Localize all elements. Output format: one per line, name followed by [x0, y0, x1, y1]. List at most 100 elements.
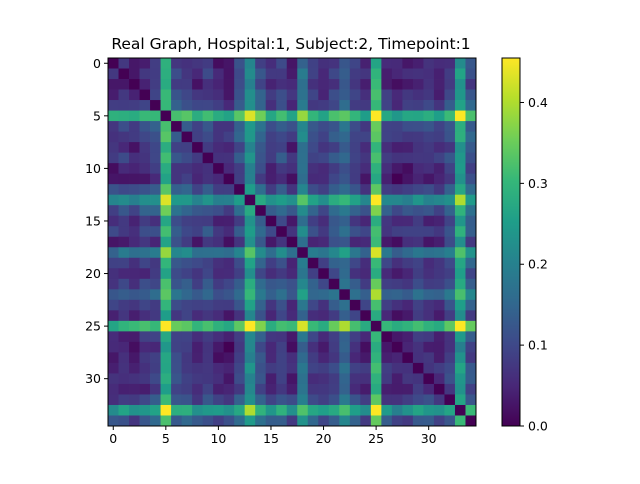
heatmap-cell — [307, 299, 319, 311]
heatmap-cell — [181, 415, 193, 427]
heatmap-cell — [192, 110, 204, 122]
heatmap-cell — [276, 110, 288, 122]
heatmap-cell — [244, 152, 256, 164]
heatmap-cell — [223, 121, 235, 132]
heatmap-cell — [244, 163, 256, 175]
heatmap-cell — [391, 58, 403, 69]
heatmap-cell — [328, 194, 340, 206]
heatmap-cell — [118, 257, 130, 269]
heatmap-cell — [139, 268, 151, 280]
heatmap-cell — [349, 226, 361, 238]
heatmap-cell — [328, 205, 340, 217]
heatmap-cell — [339, 247, 351, 259]
heatmap-cell — [433, 289, 445, 301]
heatmap-cell — [349, 142, 361, 154]
heatmap-cell — [286, 121, 298, 132]
heatmap-cell — [234, 341, 246, 353]
heatmap-cell — [255, 163, 267, 175]
heatmap-cell — [381, 100, 393, 111]
heatmap-cell — [297, 184, 309, 196]
heatmap-cell — [381, 373, 393, 385]
heatmap-cell — [129, 247, 140, 259]
heatmap-cell — [223, 184, 235, 196]
heatmap-cell — [139, 404, 151, 416]
heatmap-cell — [339, 100, 351, 111]
heatmap-cell — [129, 205, 140, 217]
heatmap-cell — [223, 383, 235, 395]
heatmap-cell — [465, 268, 477, 280]
heatmap-cell — [265, 121, 277, 132]
heatmap-cell — [276, 289, 288, 301]
heatmap-cell — [349, 331, 361, 343]
heatmap-cell — [202, 331, 214, 343]
heatmap-frame — [107, 57, 477, 427]
heatmap-cell — [223, 331, 235, 343]
heatmap-cell — [108, 236, 119, 248]
heatmap-cell — [181, 152, 193, 164]
heatmap-cell — [202, 383, 214, 395]
heatmap-cell — [391, 341, 403, 353]
heatmap-cell — [328, 289, 340, 301]
heatmap-cell — [171, 415, 182, 427]
heatmap-cell — [391, 268, 403, 280]
heatmap-cell — [370, 205, 382, 217]
heatmap-cell — [118, 310, 130, 322]
heatmap-cell — [160, 352, 172, 364]
heatmap-cell — [255, 257, 267, 269]
heatmap-cell — [307, 289, 319, 301]
heatmap-cell — [244, 173, 256, 185]
heatmap-cell — [223, 79, 235, 90]
heatmap-cell — [433, 173, 445, 185]
heatmap-cell — [129, 226, 140, 238]
heatmap-cell — [328, 215, 340, 227]
heatmap-cell — [160, 320, 172, 332]
heatmap-cell — [444, 131, 456, 143]
heatmap-cell — [213, 194, 225, 206]
heatmap-cell — [192, 373, 204, 385]
heatmap-cell — [360, 415, 372, 427]
heatmap-cell — [433, 142, 445, 154]
heatmap-cell — [171, 278, 182, 290]
heatmap-cell — [255, 110, 267, 122]
heatmap-cell — [307, 131, 319, 143]
heatmap-cell — [402, 373, 414, 385]
heatmap-cell — [171, 121, 182, 132]
heatmap-cell — [370, 79, 382, 90]
heatmap-cell — [276, 373, 288, 385]
heatmap-cell — [234, 205, 246, 217]
heatmap-cell — [307, 89, 319, 101]
heatmap-cell — [318, 131, 330, 143]
heatmap-cell — [286, 100, 298, 111]
heatmap-cell — [370, 131, 382, 143]
heatmap-cell — [118, 415, 130, 427]
heatmap-cell — [286, 215, 298, 227]
heatmap-cell — [454, 163, 466, 175]
heatmap-cell — [465, 89, 477, 101]
heatmap-cell — [297, 278, 309, 290]
heatmap-cell — [244, 68, 256, 80]
heatmap-cell — [402, 341, 414, 353]
heatmap-cell — [402, 310, 414, 322]
heatmap-cell — [307, 184, 319, 196]
heatmap-cell — [129, 394, 140, 406]
heatmap-cell — [139, 278, 151, 290]
heatmap-cell — [454, 79, 466, 90]
heatmap-cell — [171, 58, 182, 69]
heatmap-cell — [129, 373, 140, 385]
heatmap-cell — [150, 289, 161, 301]
heatmap-cell — [223, 89, 235, 101]
heatmap-cell — [213, 341, 225, 353]
heatmap-cell — [118, 247, 130, 259]
heatmap-cell — [402, 194, 414, 206]
heatmap-cell — [444, 152, 456, 164]
heatmap-cell — [108, 268, 119, 280]
heatmap-cell — [276, 415, 288, 427]
heatmap-cell — [370, 121, 382, 132]
heatmap-cell — [223, 110, 235, 122]
heatmap-cell — [402, 415, 414, 427]
heatmap-cell — [297, 79, 309, 90]
heatmap-cell — [433, 184, 445, 196]
heatmap-cell — [454, 142, 466, 154]
heatmap-cell — [171, 131, 182, 143]
heatmap-cell — [318, 257, 330, 269]
